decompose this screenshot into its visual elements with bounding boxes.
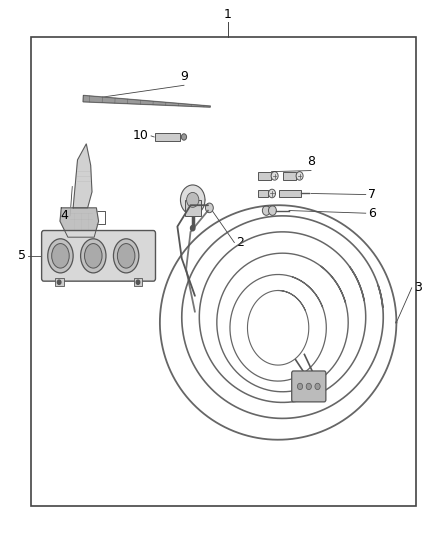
Text: 9: 9: [180, 70, 188, 83]
Bar: [279, 190, 301, 197]
Circle shape: [297, 383, 303, 390]
Bar: [185, 200, 201, 216]
Circle shape: [268, 189, 276, 198]
Ellipse shape: [48, 239, 73, 273]
Circle shape: [306, 383, 311, 390]
Ellipse shape: [81, 239, 106, 273]
Ellipse shape: [85, 244, 102, 268]
Circle shape: [205, 203, 213, 213]
FancyBboxPatch shape: [42, 230, 155, 281]
Bar: [283, 172, 296, 180]
Circle shape: [191, 225, 195, 231]
Bar: [31, 37, 416, 506]
Ellipse shape: [117, 244, 135, 268]
Bar: [134, 278, 142, 286]
Circle shape: [315, 383, 320, 390]
Circle shape: [180, 185, 205, 215]
Ellipse shape: [52, 244, 69, 268]
Circle shape: [136, 280, 140, 285]
Text: 10: 10: [133, 130, 149, 142]
Bar: [55, 278, 64, 286]
Bar: [258, 190, 268, 197]
Polygon shape: [83, 95, 210, 107]
Circle shape: [181, 134, 187, 140]
Circle shape: [187, 192, 199, 207]
Circle shape: [57, 280, 61, 285]
Text: 3: 3: [414, 281, 422, 294]
Text: 8: 8: [307, 155, 315, 168]
Ellipse shape: [113, 239, 139, 273]
Circle shape: [296, 172, 303, 180]
Text: 6: 6: [368, 207, 376, 220]
FancyBboxPatch shape: [292, 371, 326, 402]
Circle shape: [262, 206, 270, 215]
Text: 5: 5: [18, 249, 26, 262]
Text: 2: 2: [237, 236, 244, 249]
Text: 7: 7: [368, 188, 376, 201]
Text: 1: 1: [224, 9, 232, 21]
Bar: [155, 133, 180, 141]
Polygon shape: [60, 208, 99, 237]
Polygon shape: [73, 144, 92, 208]
Text: 4: 4: [60, 209, 68, 222]
Bar: [258, 172, 271, 180]
Circle shape: [268, 206, 276, 215]
Circle shape: [271, 172, 278, 180]
